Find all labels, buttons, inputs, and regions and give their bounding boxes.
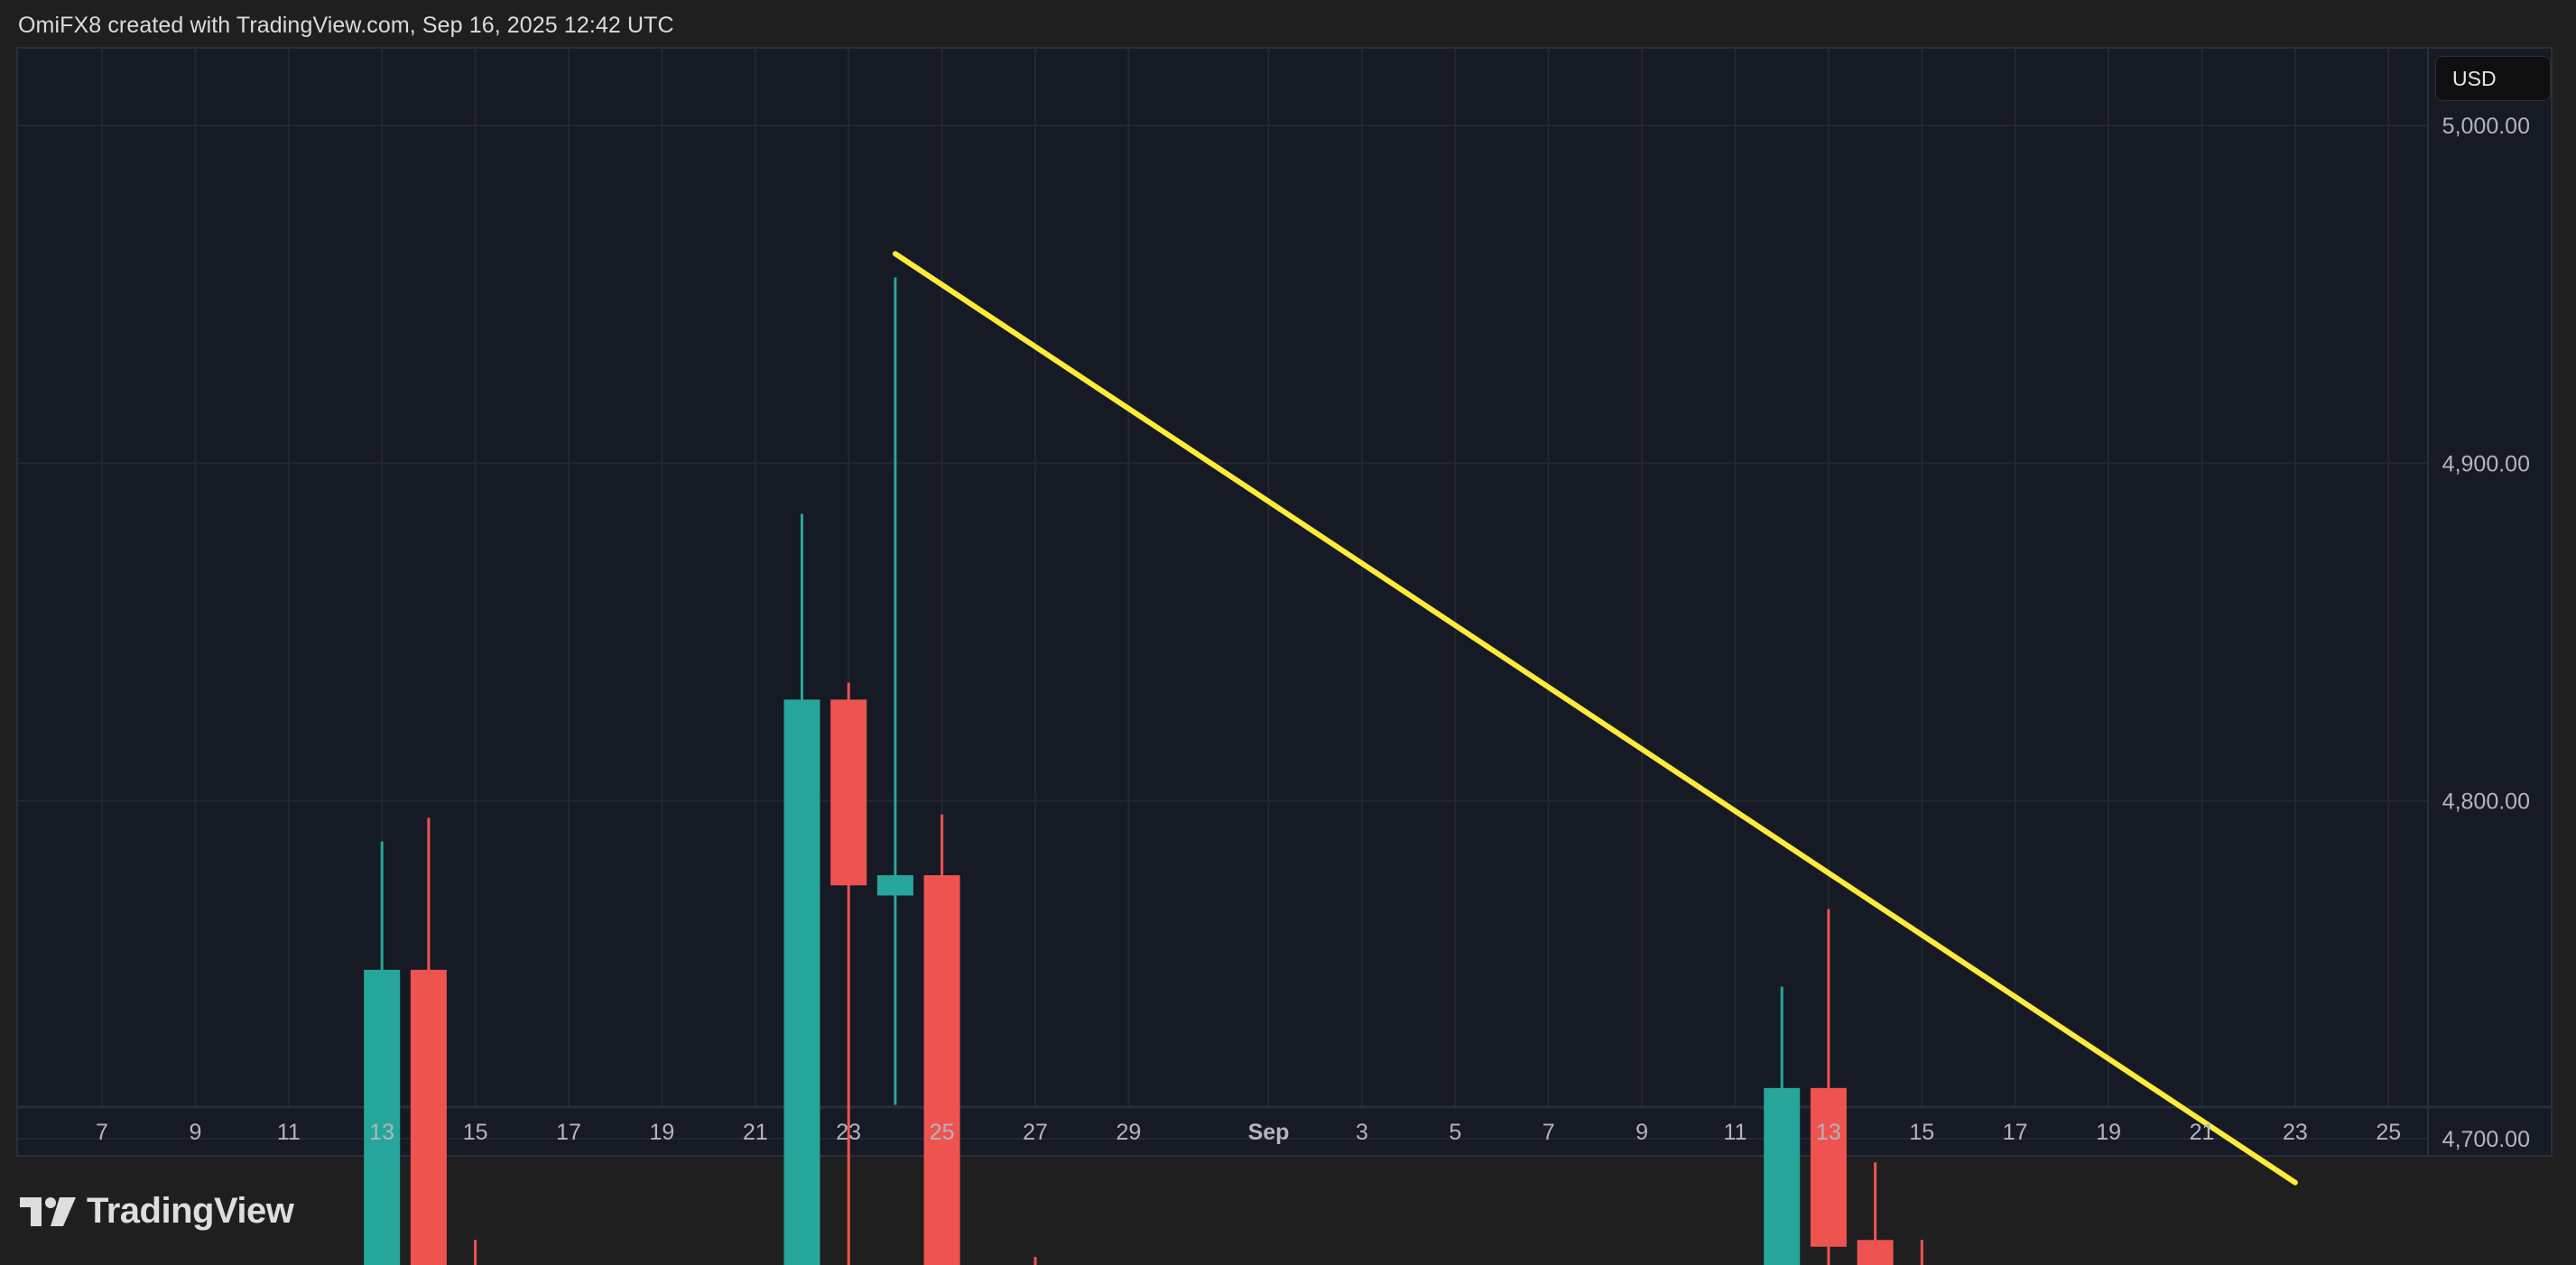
price-tick-label: 4,700.00 <box>2442 1127 2530 1152</box>
time-tick-label: Sep <box>1248 1120 1290 1145</box>
time-tick-label: 19 <box>649 1120 674 1145</box>
time-tick-label: 25 <box>930 1120 955 1145</box>
candle <box>410 817 447 1265</box>
time-tick-label: 9 <box>189 1120 201 1145</box>
time-tick-label: 9 <box>1635 1120 1648 1145</box>
time-tick-label: 13 <box>369 1120 394 1145</box>
time-tick-label: 7 <box>1543 1120 1555 1145</box>
time-tick-label: 11 <box>1724 1120 1747 1145</box>
time-tick-label: 15 <box>463 1120 488 1145</box>
candle <box>474 1240 477 1265</box>
candle <box>1920 1240 1923 1265</box>
time-tick-label: 17 <box>556 1120 581 1145</box>
time-tick-label: 27 <box>1023 1120 1048 1145</box>
time-tick-label: 23 <box>2283 1120 2308 1145</box>
currency-label: USD <box>2452 67 2497 90</box>
candle <box>830 682 867 1265</box>
time-tick-label: 5 <box>1449 1120 1461 1145</box>
tradingview-logo-icon <box>20 1196 76 1226</box>
time-tick-label: 11 <box>277 1120 301 1145</box>
time-tick-label: 15 <box>1909 1120 1934 1145</box>
time-tick-label: 25 <box>2376 1120 2401 1145</box>
price-tick-label: 4,900.00 <box>2442 451 2530 476</box>
price-tick-label: 4,800.00 <box>2442 789 2530 815</box>
time-tick-label: 19 <box>2096 1120 2121 1145</box>
currency-button[interactable]: USD <box>2435 56 2551 101</box>
tradingview-logo[interactable]: TradingView <box>20 1191 294 1232</box>
time-tick-label: 29 <box>1116 1120 1141 1145</box>
time-tick-label: 23 <box>836 1120 861 1145</box>
time-tick-label: 21 <box>2190 1120 2215 1145</box>
candle <box>923 814 960 1265</box>
price-axis[interactable]: 5,000.004,900.004,800.004,700.004,600.00… <box>2442 114 2530 1265</box>
time-tick-label: 13 <box>1816 1120 1841 1145</box>
time-tick-label: 7 <box>96 1120 108 1145</box>
time-tick-label: 21 <box>743 1120 768 1145</box>
candle <box>783 513 820 1265</box>
candle <box>1857 1162 1894 1265</box>
chart-attribution-title: OmiFX8 created with TradingView.com, Sep… <box>18 13 674 38</box>
trendlines[interactable] <box>709 251 2342 1265</box>
candle <box>364 841 401 1265</box>
trendline[interactable] <box>892 251 2298 1186</box>
candles <box>364 277 1923 1265</box>
time-axis[interactable]: 7 9 11 13 15 17 19 21 23 25 27 29 Sep 3 5 7 9 11 13 15 17 19 2… <box>96 1120 2401 1145</box>
logo-wordmark: TradingView <box>87 1191 294 1231</box>
candle <box>1810 909 1847 1265</box>
time-tick-label: 3 <box>1356 1120 1368 1145</box>
time-tick-label: 17 <box>2003 1120 2028 1145</box>
price-tick-label: 5,000.00 <box>2442 114 2530 139</box>
candle <box>876 277 913 1105</box>
candle <box>1033 1257 1037 1265</box>
grid-lines <box>18 49 2428 1140</box>
candle <box>1764 986 1801 1265</box>
